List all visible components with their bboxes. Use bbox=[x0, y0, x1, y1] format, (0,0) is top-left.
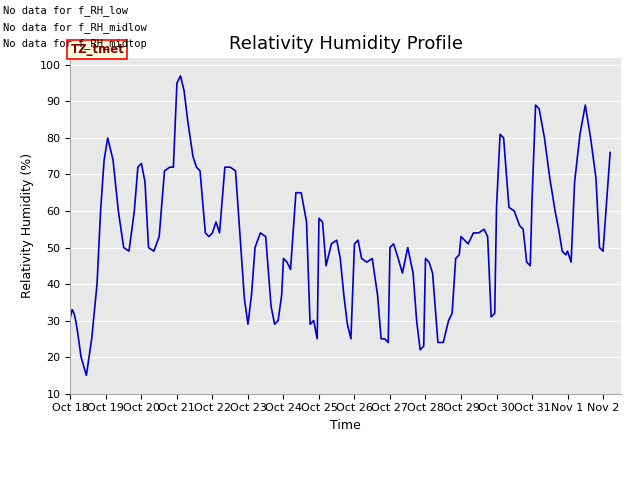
Text: No data for f_RH_midtop: No data for f_RH_midtop bbox=[3, 38, 147, 49]
Title: Relativity Humidity Profile: Relativity Humidity Profile bbox=[228, 35, 463, 53]
Text: TZ_tmet: TZ_tmet bbox=[70, 43, 124, 56]
Text: No data for f_RH_low: No data for f_RH_low bbox=[3, 5, 128, 16]
Text: No data for f_RH_midlow: No data for f_RH_midlow bbox=[3, 22, 147, 33]
Y-axis label: Relativity Humidity (%): Relativity Humidity (%) bbox=[21, 153, 34, 298]
Legend: 22m: 22m bbox=[305, 474, 386, 480]
X-axis label: Time: Time bbox=[330, 419, 361, 432]
